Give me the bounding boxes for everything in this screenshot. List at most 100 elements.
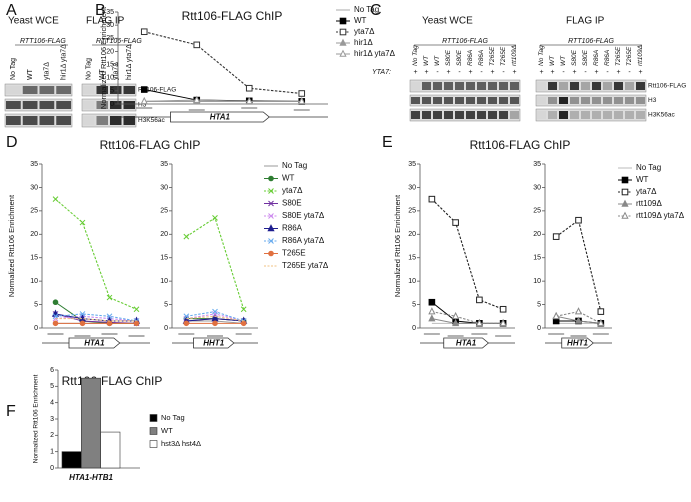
y-tick-label: 20 [106, 48, 114, 55]
gene [193, 337, 235, 349]
marker [52, 196, 59, 202]
lane-sign: + [512, 69, 516, 76]
legend-label: T265E yta7Δ [282, 261, 329, 270]
lane-label: S80E [456, 49, 463, 66]
blot-band [499, 82, 508, 90]
gene [561, 337, 594, 349]
blot-band [548, 82, 557, 90]
blot-band [499, 111, 508, 119]
blot-band [614, 82, 623, 90]
marker [52, 320, 59, 327]
strain-label: RTT106-FLAG [96, 38, 142, 45]
bar [100, 431, 121, 469]
series-line [55, 313, 137, 322]
blot-band [466, 111, 475, 119]
legend-label: WT [636, 175, 649, 184]
y-tick-label: 10 [106, 75, 114, 82]
legend-label: hst3Δ hst4Δ [161, 439, 201, 448]
marker [212, 215, 218, 221]
blot-row [4, 113, 73, 128]
blot-band [39, 116, 55, 125]
blot-band [83, 86, 95, 94]
y-tick-label: 10 [30, 278, 38, 285]
band-label: Rtt106-FLAG [648, 83, 686, 90]
marker [133, 320, 140, 327]
marker [79, 219, 86, 226]
y-tick-label: 35 [106, 9, 114, 16]
blot-band [581, 82, 590, 90]
y-tick-label: 35 [408, 161, 416, 168]
gene-label: HHT1 [567, 339, 588, 348]
y-tick-label: 35 [160, 161, 168, 168]
marker [339, 28, 347, 36]
marker [106, 294, 113, 301]
legend-label: No Tag [354, 5, 379, 14]
y-tick-label: 30 [106, 22, 114, 29]
blot-band [581, 97, 590, 104]
band-label: H3K56ac [138, 117, 165, 124]
legend-label: T265E [282, 249, 306, 258]
blot-band [444, 82, 453, 90]
blot-band [603, 97, 612, 104]
marker [499, 318, 507, 327]
blot-band [110, 101, 122, 109]
y-tick-label: 4 [50, 400, 54, 407]
series-line [55, 198, 137, 310]
lane-sign: + [616, 69, 620, 76]
blot-band [537, 82, 546, 90]
y-tick-label: 25 [533, 208, 541, 215]
y-tick-label: 3 [50, 416, 54, 423]
marker [268, 250, 274, 257]
marker [298, 90, 306, 97]
legend-label: R86A [282, 224, 303, 233]
blot-band [592, 97, 601, 104]
lane-label: yta7Δ [44, 62, 51, 80]
lane-sign: + [539, 69, 543, 76]
lane-label: S80E [445, 49, 452, 66]
gene [443, 337, 490, 349]
blot-band [537, 111, 546, 119]
marker [574, 316, 583, 324]
marker [245, 96, 253, 105]
marker [140, 28, 148, 36]
panel-label: F [6, 403, 16, 420]
blot-band [581, 111, 590, 119]
blot-band [411, 111, 420, 119]
gene [68, 337, 121, 349]
lane-sign: + [490, 69, 494, 76]
blot-band [56, 101, 71, 109]
lane-label: rtt109Δ [637, 45, 644, 66]
y-tick-label: 0 [34, 325, 38, 332]
blot-band [433, 111, 442, 119]
lane-sign: - [606, 69, 609, 76]
series-line [555, 219, 602, 312]
blot-band [636, 82, 645, 90]
lane-sign: - [562, 69, 565, 76]
y-tick-label: 0 [537, 325, 541, 332]
lane-sign: + [594, 69, 598, 76]
chart-title: Rtt106-FLAG ChIP [470, 138, 571, 152]
marker [552, 311, 560, 320]
marker [212, 320, 218, 327]
y-tick-label: 10 [160, 278, 168, 285]
y-tick-label: 20 [160, 231, 168, 238]
panel-label: E [382, 134, 393, 151]
y-tick-label: 15 [408, 255, 416, 262]
band-label: Rtt106-FLAG [138, 87, 176, 94]
blot-band [6, 101, 21, 109]
marker [597, 318, 605, 327]
blot-band [625, 82, 634, 90]
marker [193, 41, 201, 49]
marker [140, 96, 148, 105]
blot-band [96, 101, 108, 109]
blot-band [110, 116, 122, 125]
lane-sign: + [572, 69, 576, 76]
blot-band [433, 97, 442, 104]
blot-row [535, 94, 647, 107]
marker [268, 175, 274, 182]
lane-label: T265E [489, 46, 496, 66]
marker [298, 96, 306, 105]
marker [621, 188, 629, 196]
gene-label: HTA1 [210, 113, 231, 122]
blot-band [422, 111, 431, 119]
